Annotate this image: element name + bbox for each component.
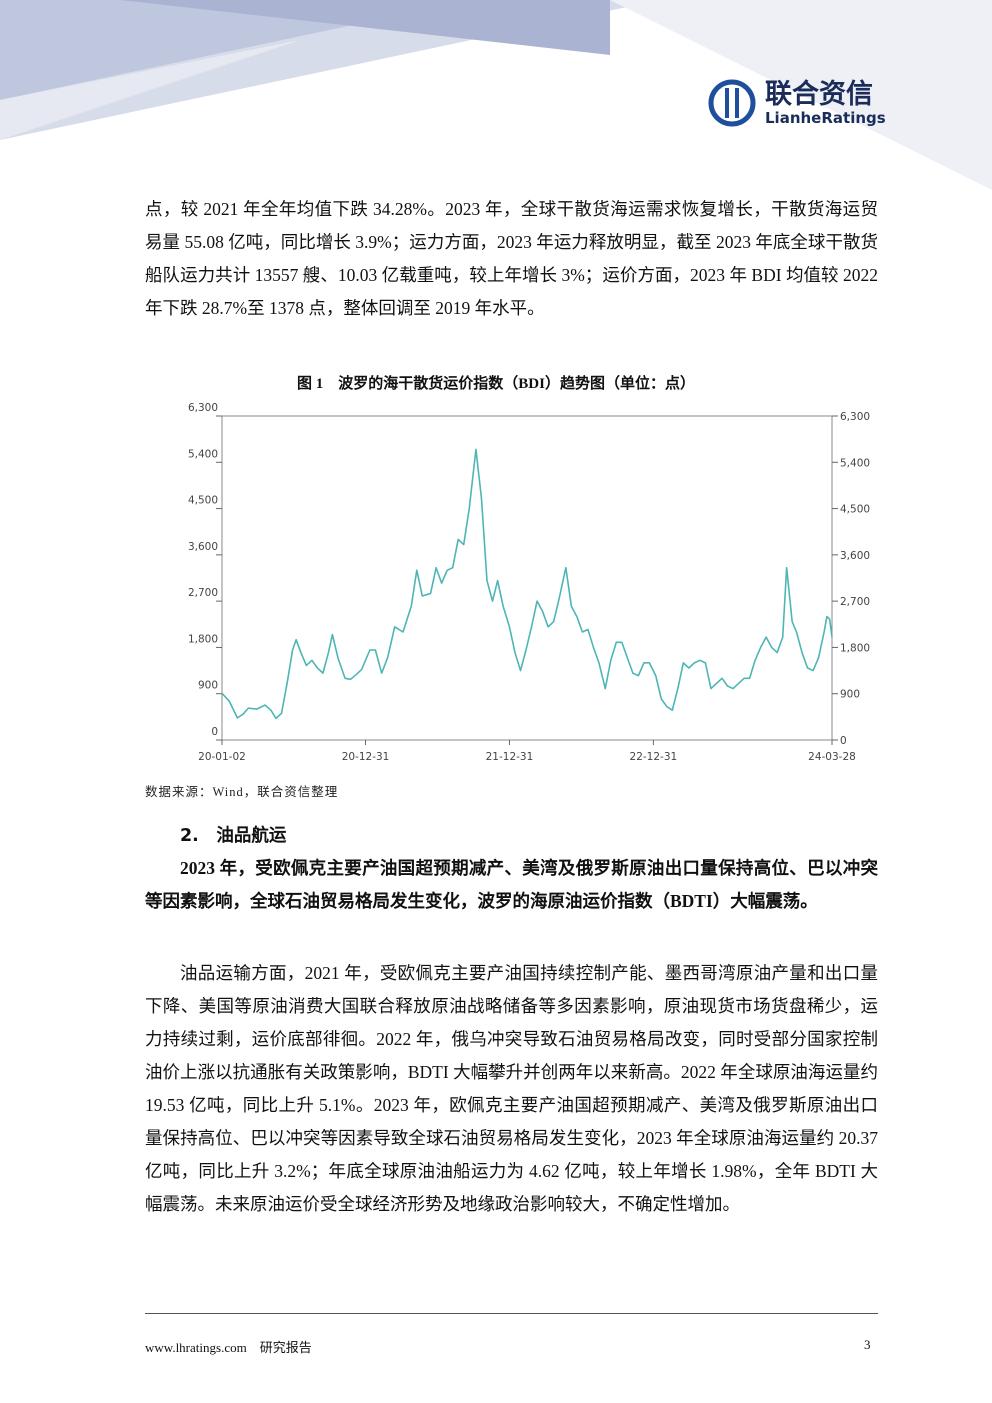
- footer-label: 研究报告: [259, 1340, 312, 1355]
- footer-rule: [145, 1313, 878, 1314]
- y2-tick-label: 1,800: [840, 642, 870, 654]
- page-number: 3: [864, 1337, 871, 1352]
- line-series: [221, 448, 833, 720]
- lead-paragraph: 2023 年，受欧佩克主要产油国超预期减产、美湾及俄罗斯原油出口量保持高位、巴以…: [145, 858, 878, 911]
- y2-tick-label: 900: [840, 689, 860, 701]
- y-tick-label: 2,700: [188, 587, 218, 599]
- y-tick-label: 3,600: [188, 541, 218, 553]
- figure-caption: 图 1 波罗的海干散货运价指数（BDI）趋势图（单位：点）: [297, 376, 695, 392]
- x-tick-label: 21-12-31: [486, 751, 534, 763]
- footer-site: www.lhratings.com 研究报告: [145, 1337, 312, 1356]
- y-tick-label: 1,800: [188, 633, 218, 645]
- y2-tick-label: 6,300: [840, 411, 870, 423]
- figure-source: 数据来源：Wind，联合资信整理: [145, 785, 339, 799]
- y-tick-label: 4,500: [188, 495, 218, 507]
- y-tick-label: 5,400: [188, 448, 218, 460]
- decor-shape: [120, 0, 610, 55]
- footer-url: www.lhratings.com: [145, 1340, 247, 1355]
- x-tick-label: 20-01-02: [198, 751, 246, 763]
- y2-tick-label: 0: [840, 735, 847, 747]
- plot-frame: [221, 415, 833, 741]
- chart: 0 900 1,800 2,700 3,600 4,500 5,400 6,300 0 900 1,…: [188, 402, 870, 763]
- logo-cn: 联合资信: [765, 78, 873, 110]
- y-tick-label: 6,300: [188, 402, 218, 414]
- logo-en: LianheRatings: [765, 109, 886, 127]
- x-tick-label: 22-12-31: [630, 751, 678, 763]
- x-tick-label: 20-12-31: [342, 751, 390, 763]
- y2-tick-label: 2,700: [840, 596, 870, 608]
- decor-shape: [610, 0, 992, 190]
- x-tick-label: 24-03-28: [808, 751, 856, 763]
- y-tick-label: 900: [198, 680, 218, 692]
- y2-tick-label: 5,400: [840, 457, 870, 469]
- y2-tick-label: 3,600: [840, 550, 870, 562]
- decor-shape: [0, 40, 300, 140]
- paragraph: 油品运输方面，2021 年，受欧佩克主要产油国持续控制产能、墨西哥湾原油产量和出…: [145, 963, 878, 1214]
- y2-tick-label: 4,500: [840, 504, 870, 516]
- header-decoration: 联合资信 LianheRatings: [0, 0, 992, 190]
- logo-icon: [708, 79, 756, 127]
- section-heading: 2. 油品航运: [180, 826, 287, 846]
- paragraph: 点，较 2021 年全年均值下跌 34.28%。2023 年，全球干散货海运需求…: [145, 199, 878, 318]
- y-tick-label: 0: [211, 726, 218, 738]
